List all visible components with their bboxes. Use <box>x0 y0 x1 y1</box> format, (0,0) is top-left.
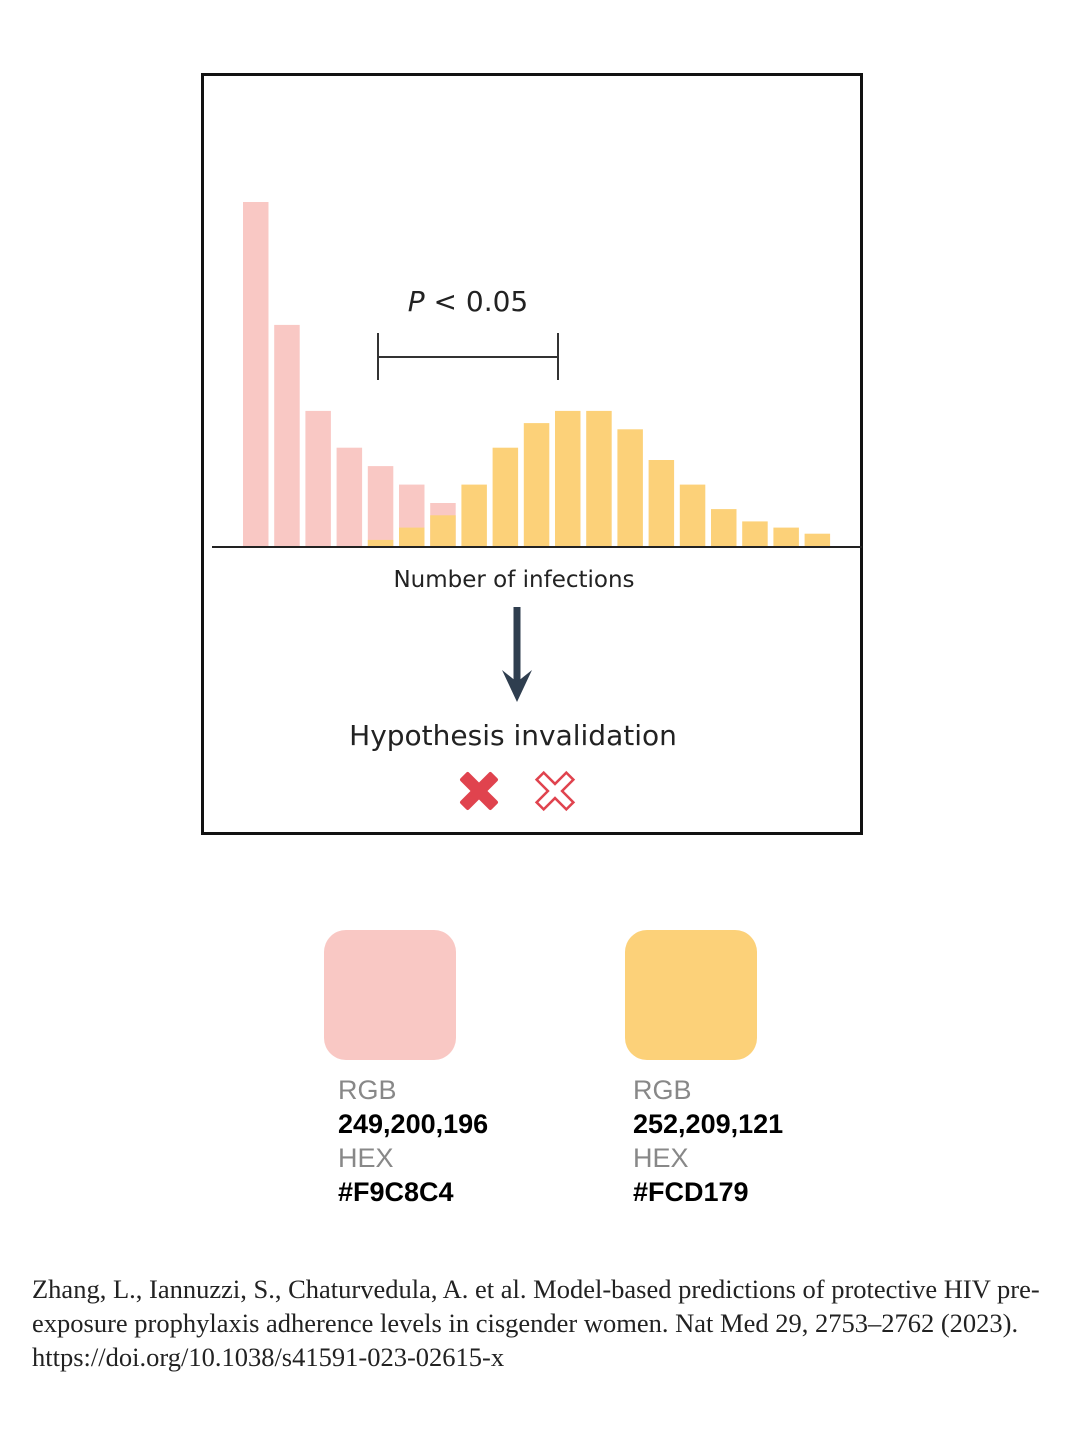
pink-bar-1 <box>274 324 300 546</box>
down-arrow-icon <box>502 607 532 702</box>
histogram-chart: Number of infections P < 0.05 Hypothesis… <box>212 202 862 812</box>
yellow-hex-value: #FCD179 <box>633 1177 749 1207</box>
yellow-bar-18 <box>804 533 831 546</box>
cross-solid-icon <box>460 772 498 810</box>
pink-bar-0 <box>243 202 269 546</box>
yellow-bar-11 <box>586 410 612 546</box>
pink-rgb-value: 249,200,196 <box>338 1109 489 1139</box>
yellow-bar-14 <box>679 484 706 546</box>
yellow-swatch-info: RGB 252,209,121 HEX #FCD179 <box>633 1073 783 1209</box>
p-value-rest: < 0.05 <box>425 285 529 318</box>
yellow-bar-15 <box>711 509 737 546</box>
yellow-rgb-value: 252,209,121 <box>633 1109 784 1139</box>
citation-text: Zhang, L., Iannuzzi, S., Chaturvedula, A… <box>32 1274 1040 1372</box>
yellow-bar-4 <box>367 539 394 546</box>
yellow-bar-7 <box>461 484 487 546</box>
yellow-bar-9 <box>523 423 550 546</box>
pink-bar-4 <box>367 466 394 546</box>
cross-outline-icon <box>534 770 576 812</box>
yellow-hex-label: HEX <box>633 1143 689 1173</box>
p-value-italic: P <box>408 285 425 318</box>
pink-hex-label: HEX <box>338 1143 394 1173</box>
yellow-bar-10 <box>555 410 581 546</box>
yellow-rgb-label: RGB <box>633 1075 692 1105</box>
p-value-annotation: P < 0.05 <box>408 285 529 318</box>
yellow-color-swatch <box>625 930 757 1060</box>
bars-group <box>243 202 831 546</box>
pink-color-swatch <box>324 930 456 1060</box>
pink-rgb-label: RGB <box>338 1075 397 1105</box>
yellow-bar-16 <box>742 521 768 546</box>
yellow-bar-5 <box>399 527 425 546</box>
yellow-bar-12 <box>617 429 643 546</box>
yellow-bar-13 <box>648 460 675 546</box>
yellow-bar-17 <box>773 527 799 546</box>
pink-bar-2 <box>305 410 331 546</box>
pink-swatch-info: RGB 249,200,196 HEX #F9C8C4 <box>338 1073 488 1209</box>
x-axis-label: Number of infections <box>393 567 634 593</box>
yellow-bar-6 <box>430 515 456 546</box>
pink-bar-3 <box>336 447 363 546</box>
pink-hex-value: #F9C8C4 <box>338 1177 454 1207</box>
yellow-bar-8 <box>492 447 519 546</box>
result-label: Hypothesis invalidation <box>349 719 677 752</box>
